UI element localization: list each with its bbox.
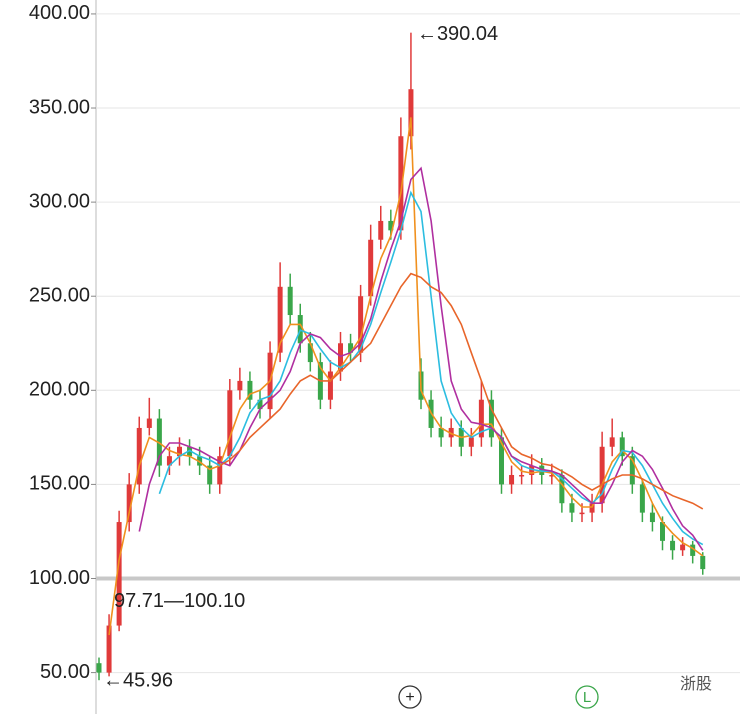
ma-line — [108, 117, 704, 636]
candle-body — [519, 474, 525, 477]
candle-body — [287, 286, 293, 316]
ma-line — [219, 272, 704, 510]
add-button-ring — [398, 685, 422, 709]
candle-body — [660, 522, 665, 541]
candle-body — [639, 484, 645, 513]
candle-body — [478, 399, 484, 438]
candle-body — [589, 503, 595, 513]
annotation-low: ←45.96 — [103, 669, 173, 691]
candle-body — [670, 540, 676, 551]
candle-body — [690, 544, 696, 556]
mode-button[interactable]: L — [575, 685, 599, 709]
y-tick-label: 400.00 — [29, 2, 90, 24]
candle-body — [619, 437, 625, 457]
candle-body — [277, 286, 283, 353]
candle-body — [448, 427, 454, 438]
candle-body — [126, 484, 132, 523]
watermark: 浙股 — [680, 675, 712, 693]
candle-body — [539, 465, 545, 475]
candle-body — [327, 371, 333, 400]
candle-body — [338, 343, 343, 372]
candle-body — [156, 418, 162, 466]
candle-body — [388, 220, 394, 231]
y-tick-label: 300.00 — [29, 190, 90, 212]
candle-body — [177, 446, 182, 457]
candle-body — [488, 399, 494, 438]
candle-body — [247, 380, 253, 400]
mode-button-label[interactable]: L — [583, 689, 591, 706]
candle-body — [227, 390, 233, 457]
candle-body — [297, 315, 303, 344]
candle-body — [106, 625, 112, 673]
candle-body — [116, 522, 122, 626]
candle-body — [96, 663, 102, 673]
candle-body — [438, 427, 444, 438]
add-button[interactable]: + — [398, 685, 422, 709]
candle-body — [549, 474, 555, 477]
candle-body — [579, 512, 585, 515]
y-tick-label: 150.00 — [29, 473, 90, 495]
y-tick-label: 200.00 — [29, 379, 90, 401]
candle-body — [368, 239, 374, 297]
candle-body — [609, 437, 615, 447]
candle-body — [559, 474, 565, 504]
candle-body — [499, 437, 504, 485]
candle-body — [136, 427, 142, 485]
candle-body — [237, 380, 243, 391]
candle-body — [146, 418, 152, 428]
candle-body — [468, 437, 474, 447]
y-tick-label: 250.00 — [29, 284, 90, 306]
candle-body — [700, 555, 706, 570]
candle-body — [629, 456, 635, 485]
candle-body — [378, 220, 384, 240]
candle-body — [408, 89, 414, 137]
ma-line — [158, 190, 704, 546]
candle-body — [398, 136, 404, 231]
candle-body — [197, 456, 203, 466]
candle-body — [509, 474, 515, 485]
annotation-mid: 97.71—100.10 — [114, 590, 245, 612]
mode-button-ring — [575, 685, 599, 709]
candle-body — [257, 399, 263, 410]
y-tick-label: 100.00 — [29, 567, 90, 589]
candle-body — [217, 456, 223, 485]
candle-body — [348, 343, 354, 353]
candle-body — [307, 343, 313, 363]
add-button-label[interactable]: + — [405, 689, 414, 706]
y-tick-label: 350.00 — [29, 96, 90, 118]
candle-body — [599, 446, 605, 504]
candle-body — [358, 296, 364, 353]
candle-body — [529, 465, 535, 475]
candle-body — [166, 456, 172, 466]
candle-body — [680, 544, 686, 551]
candle-body — [207, 465, 213, 485]
candle-body — [649, 512, 655, 523]
annotation-high: ←390.04 — [417, 23, 498, 45]
y-tick-label: 50.00 — [40, 661, 90, 683]
candle-body — [569, 503, 575, 513]
ma-line — [138, 166, 704, 551]
candle-body — [187, 446, 193, 457]
